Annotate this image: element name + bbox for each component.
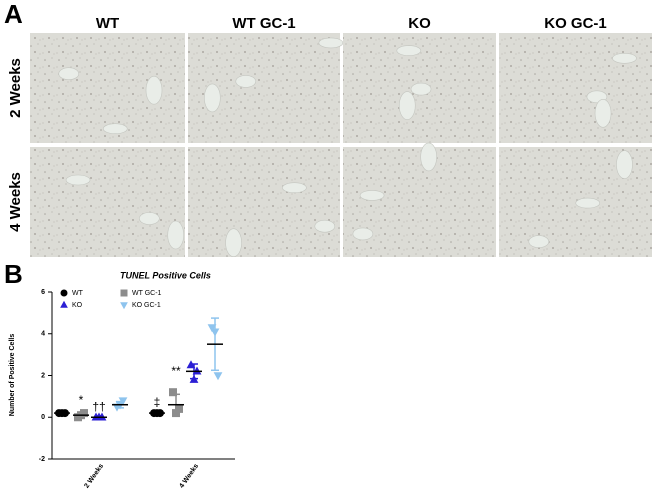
legend-marker xyxy=(120,302,128,310)
vessel xyxy=(225,228,242,257)
y-axis-label: Number of Positive Cells xyxy=(9,334,16,417)
legend-marker xyxy=(120,289,128,297)
micrograph xyxy=(188,147,340,257)
legend-marker xyxy=(60,289,68,297)
y-tick-label: 0 xyxy=(41,414,45,421)
x-tick-label: 4 Weeks xyxy=(178,463,200,490)
vessel xyxy=(65,174,91,186)
significance-label: * xyxy=(79,393,84,407)
row-header: 2 Weeks xyxy=(7,58,24,118)
vessel xyxy=(410,82,432,96)
vessel xyxy=(528,235,550,248)
vessel xyxy=(352,227,374,241)
data-point xyxy=(192,366,202,375)
legend-label: KO xyxy=(72,302,83,309)
significance-label: ** xyxy=(171,364,181,378)
column-header: WT xyxy=(96,15,119,32)
vessel xyxy=(102,123,128,134)
significance-label: †† xyxy=(92,399,105,413)
chart-title: TUNEL Positive Cells xyxy=(120,270,211,280)
legend-label: WT xyxy=(72,290,84,297)
data-point xyxy=(207,324,217,333)
vessel xyxy=(204,83,221,113)
x-tick-label: 2 Weeks xyxy=(83,463,105,490)
vessel xyxy=(58,67,80,80)
y-tick-label: -2 xyxy=(39,456,45,463)
vessel xyxy=(594,99,612,128)
y-tick-label: 2 xyxy=(41,372,45,379)
vessel xyxy=(282,182,307,193)
vessel xyxy=(359,190,385,201)
micrograph xyxy=(30,147,185,257)
micrograph xyxy=(499,33,652,143)
vessel xyxy=(235,75,257,88)
vessel xyxy=(396,45,422,56)
legend-label: WT GC-1 xyxy=(132,290,162,297)
vessel xyxy=(145,75,163,105)
micrograph xyxy=(343,147,496,257)
y-tick-label: 4 xyxy=(41,331,45,338)
data-point xyxy=(169,388,177,397)
vessel xyxy=(314,219,336,233)
vessel xyxy=(612,52,637,64)
data-point xyxy=(97,412,107,421)
significance-label: ‡ xyxy=(154,395,161,409)
panel-label: B xyxy=(4,259,23,289)
data-point xyxy=(213,372,223,381)
vessel xyxy=(575,197,601,209)
row-header: 4 Weeks xyxy=(7,172,24,232)
column-header: KO GC-1 xyxy=(544,15,607,32)
data-point xyxy=(175,404,183,413)
column-header: KO xyxy=(408,15,431,32)
legend-marker xyxy=(60,300,68,308)
vessel xyxy=(167,220,184,250)
y-tick-label: 6 xyxy=(41,289,45,296)
image-grid: WT WT GC-1 KO KO GC-1 2 Weeks 4 Weeks xyxy=(7,15,652,257)
vessel xyxy=(420,142,437,172)
vessel xyxy=(398,91,416,120)
vessel xyxy=(139,212,160,225)
column-header: WT GC-1 xyxy=(232,15,295,32)
vessel xyxy=(318,37,344,49)
panel-label: A xyxy=(4,0,23,29)
vessel xyxy=(616,150,633,179)
legend-label: KO GC-1 xyxy=(132,302,161,309)
